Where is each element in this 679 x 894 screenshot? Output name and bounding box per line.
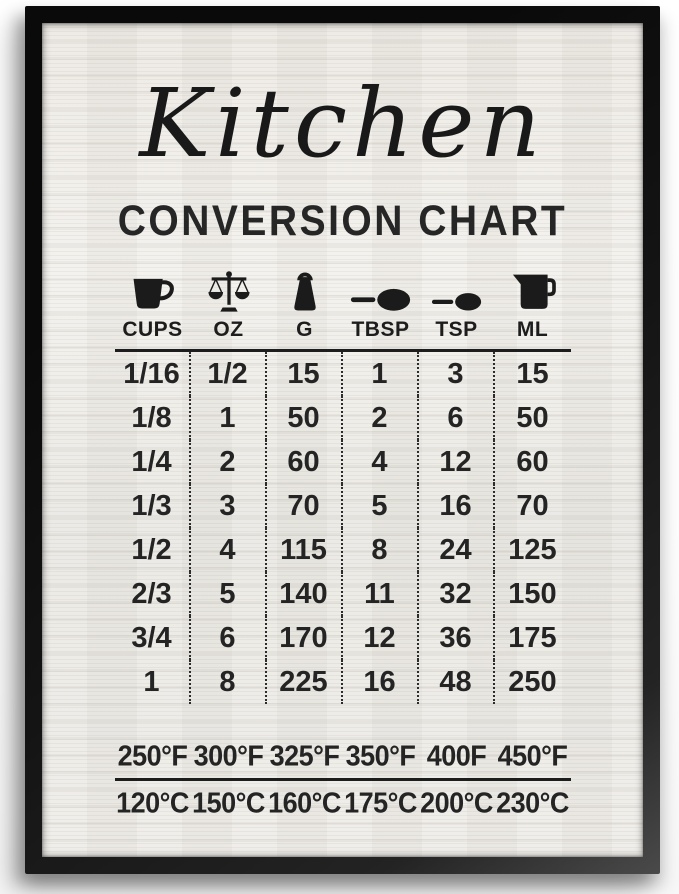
table-cell: 6 xyxy=(419,396,495,440)
table-cell: 1 xyxy=(343,352,419,396)
table-cell: 225 xyxy=(267,660,343,704)
table-cell: 12 xyxy=(419,440,495,484)
measuring-jug-icon xyxy=(510,267,556,313)
celsius-value: 200°C xyxy=(420,787,493,819)
poster-content: CUPS OZ G TBSP TSP ML 1/16 1/2 15 1 3 15 1/8 1 50 2 6 50… xyxy=(114,267,571,825)
table-cell: 250 xyxy=(508,666,557,698)
table-cell: 36 xyxy=(419,616,495,660)
table-cell: 1 xyxy=(191,396,267,440)
table-cell: 16 xyxy=(343,660,419,704)
table-cell: 60 xyxy=(267,440,343,484)
cup-icon xyxy=(130,267,176,313)
table-row: 3/4 6 170 12 36 175 xyxy=(115,616,571,660)
unit-column-oz: OZ xyxy=(191,267,267,342)
fahrenheit-value: 250°F xyxy=(117,740,188,772)
celsius-row: 120°C 150°C 160°C 175°C 200°C 230°C xyxy=(115,781,571,825)
table-cell: 2 xyxy=(191,440,267,484)
table-row: 1 8 225 16 48 250 xyxy=(115,660,571,704)
table-cell: 1/8 xyxy=(115,396,191,440)
table-cell: 5 xyxy=(343,484,419,528)
table-cell: 8 xyxy=(191,660,267,704)
table-cell: 3 xyxy=(419,352,495,396)
fahrenheit-value: 325°F xyxy=(269,740,340,772)
unit-label: CUPS xyxy=(122,318,183,341)
fahrenheit-value: 300°F xyxy=(193,740,264,772)
fahrenheit-value: 400F xyxy=(426,740,487,772)
scale-icon xyxy=(207,267,251,313)
celsius-value: 230°C xyxy=(496,787,569,819)
celsius-value: 160°C xyxy=(268,787,341,819)
celsius-value: 175°C xyxy=(344,787,417,819)
celsius-value: 120°C xyxy=(116,787,189,819)
unit-column-tsp: TSP xyxy=(419,267,495,342)
teaspoon-icon xyxy=(431,267,483,313)
table-cell: 11 xyxy=(343,572,419,616)
unit-label: ML xyxy=(516,318,549,341)
table-cell: 50 xyxy=(267,396,343,440)
fahrenheit-row: 250°F 300°F 325°F 350°F 400F 450°F xyxy=(115,734,571,778)
conversion-chart-poster: Kitchen CONVERSION CHART CUPS OZ G TBSP TSP M… xyxy=(42,23,643,857)
table-cell: 24 xyxy=(419,528,495,572)
unit-column-ml: ML xyxy=(495,267,571,342)
table-cell: 150 xyxy=(508,578,557,610)
table-row: 1/4 2 60 4 12 60 xyxy=(115,440,571,484)
table-cell: 140 xyxy=(267,572,343,616)
table-cell: 48 xyxy=(419,660,495,704)
weight-icon xyxy=(287,267,323,313)
table-cell: 70 xyxy=(267,484,343,528)
picture-frame: Kitchen CONVERSION CHART CUPS OZ G TBSP TSP M… xyxy=(25,6,660,874)
table-cell: 1/2 xyxy=(115,528,191,572)
table-cell: 12 xyxy=(343,616,419,660)
table-cell: 125 xyxy=(508,534,557,566)
table-row: 1/2 4 115 8 24 125 xyxy=(115,528,571,572)
unit-column-cups: CUPS xyxy=(115,267,191,342)
table-cell: 1/16 xyxy=(115,352,191,396)
table-cell: 3/4 xyxy=(115,616,191,660)
table-row: 1/8 1 50 2 6 50 xyxy=(115,396,571,440)
table-row: 2/3 5 140 11 32 150 xyxy=(115,572,571,616)
fahrenheit-value: 450°F xyxy=(497,740,568,772)
table-cell: 3 xyxy=(191,484,267,528)
table-row: 1/3 3 70 5 16 70 xyxy=(115,484,571,528)
table-cell: 6 xyxy=(191,616,267,660)
units-header-row: CUPS OZ G TBSP TSP ML xyxy=(114,267,571,352)
table-cell: 32 xyxy=(419,572,495,616)
unit-column-tbsp: TBSP xyxy=(343,267,419,342)
table-cell: 15 xyxy=(516,358,549,390)
table-cell: 5 xyxy=(191,572,267,616)
table-cell: 70 xyxy=(516,490,549,522)
unit-column-g: G xyxy=(267,267,343,342)
unit-label: G xyxy=(296,318,313,341)
table-cell: 2 xyxy=(343,396,419,440)
table-cell: 1/2 xyxy=(191,352,267,396)
table-row: 1/16 1/2 15 1 3 15 xyxy=(115,352,571,396)
table-cell: 1/4 xyxy=(115,440,191,484)
table-cell: 8 xyxy=(343,528,419,572)
tablespoon-icon xyxy=(350,267,412,313)
fahrenheit-value: 350°F xyxy=(345,740,416,772)
table-cell: 175 xyxy=(508,622,557,654)
temperature-divider xyxy=(114,778,571,781)
table-cell: 2/3 xyxy=(115,572,191,616)
celsius-value: 150°C xyxy=(192,787,265,819)
table-cell: 60 xyxy=(516,446,549,478)
unit-label: TBSP xyxy=(351,318,410,341)
conversion-table: 1/16 1/2 15 1 3 15 1/8 1 50 2 6 50 1/4 2 60 4 12 60 1/3 3 70… xyxy=(115,352,571,704)
table-cell: 4 xyxy=(191,528,267,572)
table-cell: 50 xyxy=(516,402,549,434)
unit-label: OZ xyxy=(213,318,244,341)
table-cell: 170 xyxy=(267,616,343,660)
table-cell: 115 xyxy=(267,528,343,572)
table-cell: 16 xyxy=(419,484,495,528)
poster-title-main: CONVERSION CHART xyxy=(117,197,568,246)
temperature-section: 250°F 300°F 325°F 350°F 400F 450°F 120°C 150°C… xyxy=(114,734,571,825)
table-cell: 4 xyxy=(343,440,419,484)
unit-label: TSP xyxy=(435,318,478,341)
table-cell: 1/3 xyxy=(115,484,191,528)
poster-title-script: Kitchen xyxy=(139,69,546,179)
table-cell: 15 xyxy=(267,352,343,396)
table-cell: 1 xyxy=(115,660,191,704)
